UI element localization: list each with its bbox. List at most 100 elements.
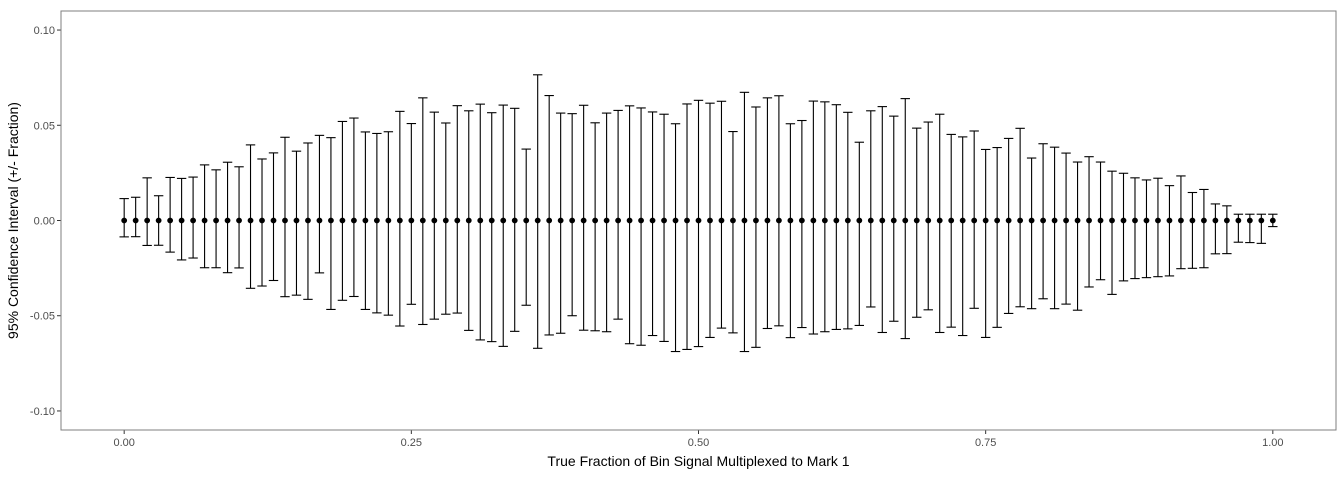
data-point — [695, 217, 702, 224]
data-point — [1178, 217, 1184, 224]
data-point — [523, 217, 530, 224]
data-point — [1040, 217, 1046, 224]
data-point — [982, 217, 989, 224]
data-point — [684, 217, 690, 224]
data-point — [1269, 217, 1276, 224]
data-point — [764, 217, 771, 224]
data-point — [1201, 217, 1207, 224]
data-point — [328, 217, 334, 224]
data-point — [121, 217, 128, 224]
data-point — [1063, 217, 1069, 224]
data-point — [1155, 217, 1161, 224]
y-tick-label: 0.05 — [34, 120, 55, 132]
data-point — [821, 217, 828, 224]
data-point — [155, 217, 162, 224]
data-point — [270, 217, 277, 224]
data-point — [1109, 217, 1115, 224]
data-point — [442, 217, 449, 224]
data-point — [1189, 217, 1196, 224]
data-point — [741, 217, 748, 224]
data-point — [339, 217, 346, 224]
data-point — [167, 217, 174, 224]
data-point — [798, 217, 805, 224]
data-point — [144, 217, 151, 224]
data-point — [776, 217, 782, 224]
data-point — [1235, 217, 1242, 224]
data-point — [902, 217, 909, 224]
x-tick-label: 0.00 — [113, 437, 134, 449]
data-point — [419, 217, 426, 224]
data-point — [236, 217, 242, 224]
data-point — [396, 217, 403, 224]
data-point — [672, 217, 679, 224]
data-point — [936, 217, 943, 224]
point-series — [121, 217, 1276, 224]
data-point — [753, 217, 759, 224]
data-point — [1143, 217, 1150, 224]
data-point — [1258, 217, 1265, 224]
data-point — [1005, 217, 1012, 224]
x-axis: 0.00 0.25 0.50 0.75 1.00 — [113, 430, 1284, 449]
data-point — [500, 217, 507, 224]
data-point — [259, 217, 265, 224]
data-point — [305, 217, 311, 224]
data-point — [661, 217, 667, 224]
y-tick-label: -0.10 — [30, 406, 55, 418]
y-tick-label: 0.00 — [34, 216, 55, 228]
data-point — [293, 217, 300, 224]
data-point — [316, 217, 323, 224]
data-point — [557, 217, 564, 224]
data-point — [879, 217, 886, 224]
data-point — [1246, 217, 1253, 224]
x-tick-label: 0.75 — [975, 437, 996, 449]
data-point — [546, 217, 553, 224]
data-point — [1120, 217, 1127, 224]
data-point — [971, 217, 978, 224]
y-axis-title: 95% Confidence Interval (+/- Fraction) — [5, 102, 21, 339]
data-point — [488, 217, 495, 224]
data-point — [408, 217, 415, 224]
data-point — [649, 217, 656, 224]
data-point — [867, 217, 874, 224]
data-point — [1097, 217, 1104, 224]
data-point — [1017, 217, 1024, 224]
data-point — [603, 217, 610, 224]
data-point — [1223, 217, 1230, 224]
data-point — [580, 217, 587, 224]
data-point — [534, 217, 541, 224]
x-tick-label: 0.50 — [688, 437, 709, 449]
y-axis: -0.10 -0.05 0.00 0.05 0.10 — [30, 25, 61, 418]
data-point — [959, 217, 966, 224]
data-point — [201, 217, 208, 224]
y-tick-label: -0.05 — [30, 311, 55, 323]
data-point — [431, 217, 438, 224]
data-point — [890, 217, 897, 224]
y-tick-label: 0.10 — [34, 25, 55, 37]
data-point — [948, 217, 955, 224]
data-point — [362, 217, 369, 224]
data-point — [707, 217, 713, 224]
data-point — [810, 217, 817, 224]
x-axis-title: True Fraction of Bin Signal Multiplexed … — [547, 453, 849, 469]
data-point — [477, 217, 484, 224]
data-point — [1086, 217, 1092, 224]
data-point — [1212, 217, 1219, 224]
data-point — [1166, 217, 1173, 224]
data-point — [178, 217, 185, 224]
panel-border — [60, 10, 1337, 431]
data-point — [569, 217, 576, 224]
data-point — [730, 217, 736, 224]
data-point — [913, 217, 920, 224]
data-point — [1074, 217, 1081, 224]
data-point — [1132, 217, 1138, 224]
data-point — [132, 217, 139, 224]
data-point — [247, 217, 254, 224]
data-point — [856, 217, 863, 224]
data-point — [385, 217, 392, 224]
data-point — [592, 217, 599, 224]
data-point — [638, 217, 644, 224]
data-point — [833, 217, 840, 224]
data-point — [351, 217, 357, 224]
data-point — [373, 217, 380, 224]
